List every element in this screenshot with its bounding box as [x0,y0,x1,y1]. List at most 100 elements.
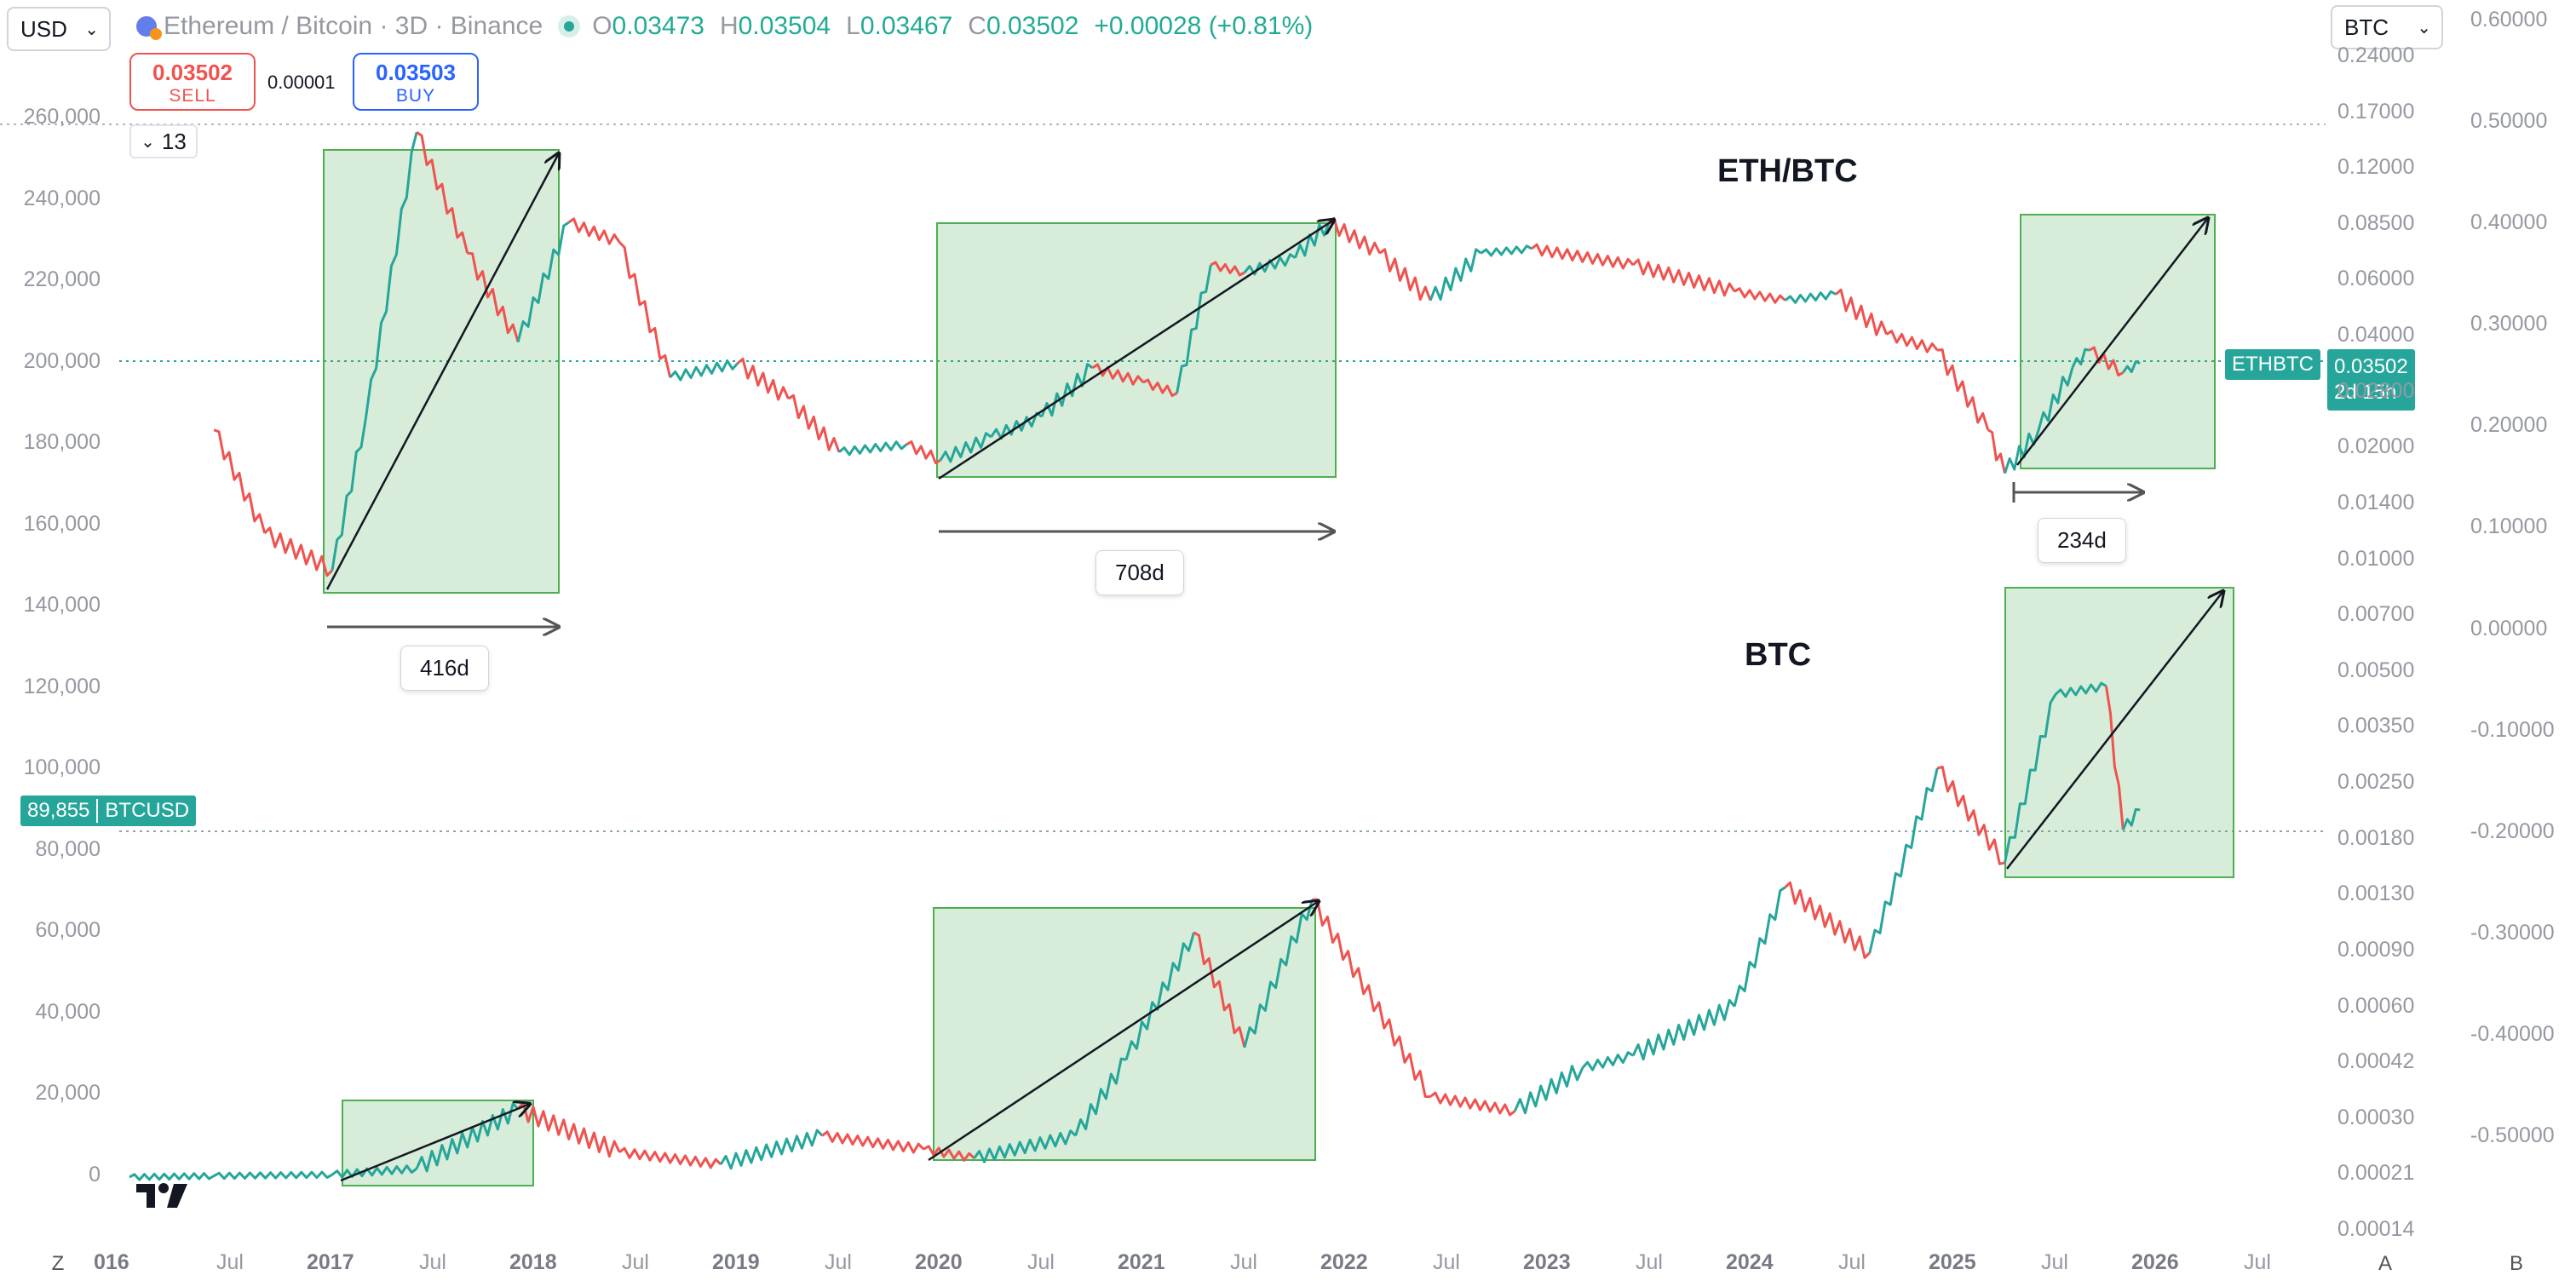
ethbtc-series-segment [263,526,334,577]
btc-price-tag: 89,855 BTCUSD [20,796,197,826]
time-axis-label: 2022 [1320,1250,1368,1274]
btcusd-series-segment [1429,1091,1516,1117]
chevron-down-icon: ⌄ [141,132,155,152]
ethbtc-axis-label: 0.12000 [2337,155,2415,180]
currency-select[interactable]: USD ⌄ [7,7,111,51]
left-axis-label: 0 [89,1163,101,1186]
time-axis-label: 2025 [1929,1250,1976,1274]
time-axis-label: 2024 [1726,1250,1774,1274]
change-value: +0.00028 (+0.81%) [1094,12,1314,40]
percent-axis-label: 0.40000 [2470,210,2548,235]
ethbtc-axis-label: 0.00060 [2337,993,2415,1018]
btcusd-series-segment [618,1146,722,1169]
btc-trend-arrow-1 [340,1104,530,1182]
ethbtc-series-segment [1937,348,1990,431]
time-axis-label: 2021 [1118,1250,1165,1274]
ethbtc-series-segment [990,411,1043,440]
time-axis-label: 2019 [712,1250,760,1274]
chevron-down-icon: ⌄ [84,20,99,39]
ethbtc-axis-label: 0.00180 [2337,825,2415,850]
ethbtc-series-segment [1429,248,1482,302]
ethbtc-series-segment [1835,288,1889,336]
compare-symbol-select[interactable]: BTC ⌄ [2331,5,2443,49]
left-axis-label: 60,000 [35,918,101,943]
btcusd-series-segment [1074,1057,1127,1136]
btcusd-series-segment [213,1170,333,1180]
time-axis-label: Jul [1230,1250,1257,1274]
btcusd-series-segment [1936,766,2005,865]
ethbtc-series-segment [669,359,739,382]
ethbtc-series-segment [567,217,621,245]
ethbtc-rally-box-1 [323,149,560,594]
ethbtc-series-segment [1378,248,1432,302]
btcusd-series-segment [1784,881,1871,959]
btcusd-series-segment [2121,807,2141,830]
ethbtc-axis-label: 0.00014 [2337,1217,2415,1241]
ethbtc-series-segment [1987,428,2006,474]
ethbtc-series-segment [838,440,908,457]
percent-axis-label: -0.20000 [2470,819,2555,843]
buy-button[interactable]: 0.03503 BUY [353,53,479,111]
compare-symbol-value: BTC [2344,14,2389,40]
left-axis-label: 80,000 [35,836,101,861]
btcusd-series-segment [1312,898,1431,1099]
collapse-indicators-button[interactable]: ⌄ 13 [129,124,198,158]
time-axis-label: 2017 [307,1250,354,1274]
ethbtc-axis-label: 0.00090 [2337,937,2415,962]
btc-rally-box-2 [933,907,1316,1161]
left-axis-label: 180,000 [23,430,101,455]
btcusd-series-segment [1631,999,1736,1061]
time-axis-label: Jul [1838,1250,1866,1274]
btcusd-series-segment [1868,767,1939,954]
auto-scale-button[interactable]: A [2378,1252,2392,1275]
ethbtc-series-segment [1784,290,1837,304]
percent-axis-label: 0.10000 [2470,514,2548,539]
ethbtc-series-segment [939,432,992,463]
low-value: 0.03467 [860,12,953,40]
time-axis-label: 2023 [1523,1250,1571,1274]
time-axis-label: Jul [2041,1250,2068,1274]
symbol-title[interactable]: Ethereum / Bitcoin · 3D · Binance [164,12,543,40]
sell-label: SELL [169,86,216,106]
ethbtc-series-segment [2122,360,2141,374]
time-axis-label: 2026 [2131,1250,2179,1274]
ethbtc-series-segment [906,440,941,464]
duration-label-2: 708d [1095,550,1184,595]
left-axis-label: 200,000 [23,348,101,373]
currency-select-value: USD [20,15,67,42]
ethbtc-series-segment [1040,363,1094,417]
ethbtc-axis-label: 0.02000 [2337,434,2415,459]
left-axis-label: 260,000 [23,105,101,129]
scale-toggle-button[interactable]: B [2509,1252,2523,1275]
duration-label-3: 234d [2038,518,2126,563]
ethbtc-series-segment [213,428,267,534]
time-axis-label: 2018 [509,1250,557,1274]
btcusd-series-segment [1513,1065,1584,1115]
percent-axis-label: 0.50000 [2470,109,2548,134]
btcusd-series-segment [821,1130,925,1154]
bar-countdown: 2d 15h [2334,381,2397,404]
sell-button[interactable]: 0.03502 SELL [129,53,256,111]
btcusd-series-segment [516,1101,621,1158]
ethbtc-series-segment [416,130,469,254]
btcusd-series-segment [1581,1051,1634,1071]
ohlc-legend: Ethereum / Bitcoin · 3D · Binance O 0.034… [136,12,1328,41]
ethbtc-axis-label: 0.00030 [2337,1105,2415,1129]
ethbtc-symbol-tag: ETHBTC [2225,349,2320,380]
btcusd-series-segment [923,1145,975,1162]
time-axis-label: Jul [419,1250,446,1274]
ethbtc-trend-arrow-2 [938,220,1334,480]
ethbtc-price-tag: 0.03502 2d 15h [2327,349,2415,411]
ethbtc-rally-box-3 [2020,214,2216,469]
tradingview-logo-icon [136,1180,189,1211]
close-value: 0.03502 [986,12,1079,40]
ethereum-logo-icon [136,16,162,40]
timezone-button[interactable]: Z [51,1252,65,1275]
left-axis-label: 100,000 [23,755,101,780]
btc-rally-box-3 [2004,587,2234,878]
btcusd-series-segment [1733,886,1786,1007]
btc-price: 89,855 [27,799,90,822]
market-status-icon [558,15,581,37]
sell-price: 0.03502 [152,60,233,85]
